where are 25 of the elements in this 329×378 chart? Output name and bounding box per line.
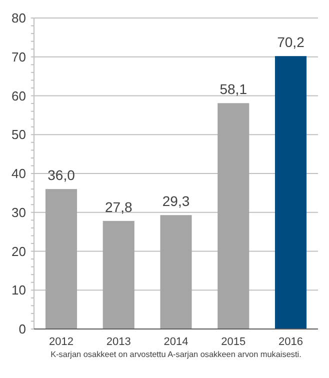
y-tick-label: 70 — [12, 49, 26, 64]
bar — [218, 103, 250, 329]
text: K-sarjan osakkeet on arvostettu A-sarjan osakkeen arvon mukaisesti. — [50, 350, 302, 359]
x-tick-label: 2015 — [221, 336, 246, 348]
y-tick-label: 60 — [12, 88, 26, 104]
data-label: 29,3 — [162, 193, 190, 210]
x-tick-label: 2016 — [278, 336, 303, 348]
y-tick-label: 40 — [12, 166, 26, 182]
x-tick-label: 2014 — [164, 336, 188, 348]
data-label: 27,8 — [105, 198, 132, 215]
y-tick-label: 80 — [12, 10, 26, 26]
data-label: 58,1 — [220, 81, 248, 98]
y-tick-label: 50 — [12, 127, 26, 142]
y-tick-label: 20 — [12, 244, 26, 259]
y-tick-label: 30 — [12, 204, 26, 220]
data-label: 36,0 — [48, 167, 76, 184]
bar — [102, 220, 134, 329]
x-tick-label: 2013 — [106, 336, 131, 348]
bar — [160, 215, 192, 329]
data-label: 70,2 — [277, 34, 305, 50]
bar — [274, 56, 307, 329]
bar — [45, 189, 78, 329]
x-tick-label: 2012 — [49, 336, 74, 348]
y-tick-label: 10 — [12, 282, 26, 298]
y-tick-label: 0 — [18, 322, 26, 337]
